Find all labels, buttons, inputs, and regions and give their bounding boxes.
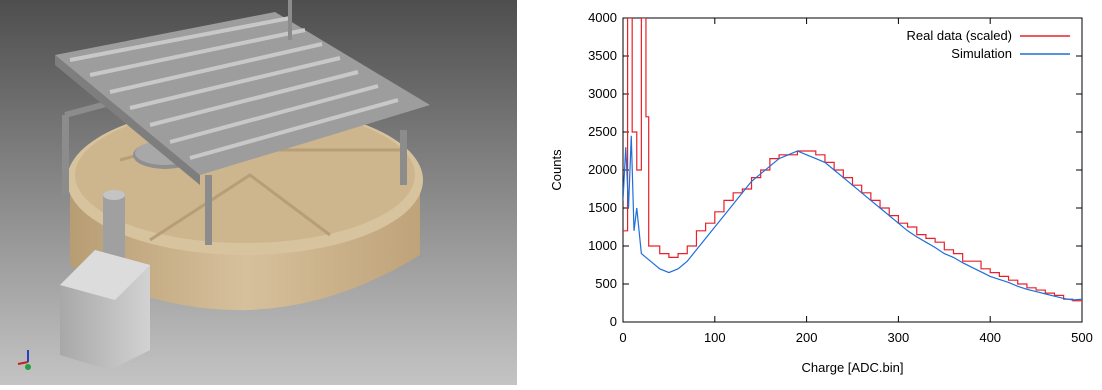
series-group: [623, 18, 1082, 303]
series-line-0: [623, 18, 1082, 303]
charge-spectrum-chart: 0 500 1000 1500 2000 2500 3000 3500 4000 0 100 200…: [530, 0, 1102, 385]
xyz-axis-triad-icon: [17, 350, 31, 370]
tank-render-image: [0, 0, 517, 385]
y-tick-label: 4000: [588, 10, 617, 25]
x-tick-label: 400: [979, 330, 1001, 345]
y-tick-label: 1000: [588, 238, 617, 253]
tank-render-svg: [0, 0, 517, 385]
legend: Real data (scaled) Simulation: [907, 28, 1070, 61]
series-line-1: [623, 135, 1082, 301]
y-axis-ticks: 0 500 1000 1500 2000 2500 3000 3500 4000: [588, 10, 1082, 329]
y-tick-label: 2500: [588, 124, 617, 139]
x-axis-label: Charge [ADC.bin]: [802, 360, 904, 375]
y-tick-label: 0: [610, 314, 617, 329]
legend-label: Simulation: [951, 46, 1012, 61]
chart-svg: 0 500 1000 1500 2000 2500 3000 3500 4000 0 100 200…: [549, 10, 1093, 375]
plot-area-frame: [622, 17, 1083, 323]
y-tick-label: 3500: [588, 48, 617, 63]
y-tick-label: 1500: [588, 200, 617, 215]
x-tick-label: 100: [704, 330, 726, 345]
y-tick-label: 2000: [588, 162, 617, 177]
y-tick-label: 500: [595, 276, 617, 291]
x-tick-label: 500: [1071, 330, 1093, 345]
x-tick-label: 0: [619, 330, 626, 345]
legend-label: Real data (scaled): [907, 28, 1013, 43]
y-axis-label: Counts: [549, 149, 564, 191]
x-tick-label: 300: [888, 330, 910, 345]
x-axis-ticks: 0 100 200 300 400 500: [619, 18, 1093, 345]
x-tick-label: 200: [796, 330, 818, 345]
y-tick-label: 3000: [588, 86, 617, 101]
